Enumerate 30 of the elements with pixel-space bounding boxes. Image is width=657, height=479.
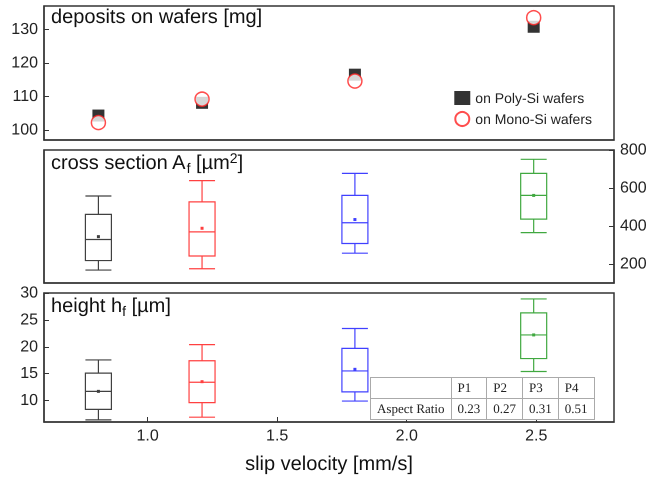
y2-tick-label: 800	[620, 142, 647, 158]
x-tick-label: 2.0	[396, 428, 418, 444]
y2-tick-label: 400	[620, 218, 647, 234]
annotation: 0.51	[558, 398, 594, 420]
y2-tick-label: 600	[620, 180, 647, 196]
annotation: P3	[522, 378, 558, 398]
annotation: P4	[558, 378, 594, 398]
annotation: P1	[451, 378, 487, 398]
y-tick-label: 10	[20, 392, 38, 409]
chart-title: deposits on wafers [mg]	[51, 6, 262, 28]
y-tick-label: 120	[11, 54, 38, 72]
y-tick-label: 25	[20, 311, 38, 328]
y-tick-label: 30	[20, 284, 38, 302]
y2-tick-label: 200	[620, 256, 647, 272]
y-tick-label: 20	[20, 338, 38, 356]
annotation: 0.23	[451, 398, 487, 420]
y-tick-label: 130	[11, 20, 38, 38]
annotation: 0.27	[486, 398, 523, 420]
legend-label: on Mono-Si wafers	[475, 111, 592, 127]
y-tick-label: 100	[11, 121, 38, 138]
annotation: P2	[486, 378, 523, 398]
annotation: 0.31	[522, 398, 558, 420]
y-tick-label: 15	[20, 365, 38, 382]
x-tick-label: 1.0	[136, 428, 159, 444]
x-tick-label: 2.5	[525, 428, 548, 444]
x-tick-label: 1.5	[266, 428, 288, 444]
y-tick-label: 110	[12, 88, 38, 105]
annotation: Aspect Ratio	[370, 398, 452, 420]
x-axis-title: slip velocity [mm/s]	[245, 453, 413, 475]
legend-label: on Poly-Si wafers	[475, 90, 584, 106]
